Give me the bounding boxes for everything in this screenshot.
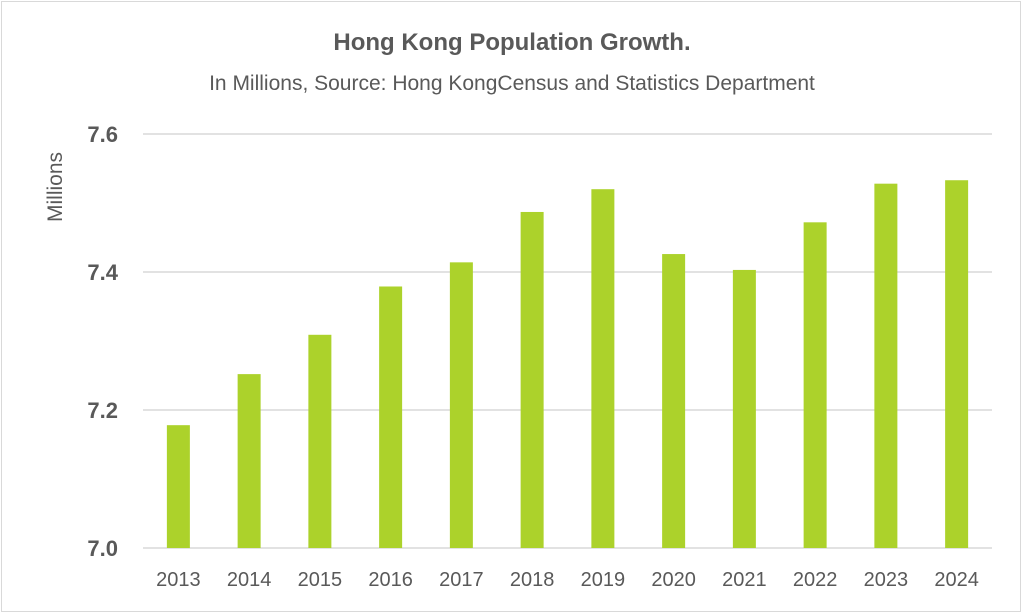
y-axis-label: Millions	[44, 152, 67, 222]
y-tick-label: 7.0	[87, 536, 118, 561]
bar-2022	[803, 222, 827, 548]
bar-2024	[945, 180, 969, 549]
x-tick-label: 2017	[439, 569, 484, 591]
bar-2015	[308, 334, 332, 548]
x-tick-label: 2015	[298, 569, 343, 591]
x-tick-label: 2023	[864, 569, 909, 591]
bar-2020	[662, 254, 686, 548]
x-tick-label: 2020	[651, 569, 696, 591]
x-tick-label: 2018	[510, 569, 555, 591]
bar-2019	[591, 189, 615, 548]
bar-2016	[379, 286, 403, 548]
chart-subtitle: In Millions, Source: Hong KongCensus and…	[209, 72, 815, 95]
chart-title: Hong Kong Population Growth.	[333, 29, 690, 56]
x-tick-label: 2019	[581, 569, 626, 591]
bar-2023	[874, 183, 898, 548]
x-tick-label: 2013	[156, 569, 201, 591]
bar-2013	[166, 425, 190, 548]
x-tick-label: 2014	[227, 569, 272, 591]
x-tick-label: 2016	[368, 569, 413, 591]
y-tick-label: 7.4	[87, 260, 118, 285]
y-tick-label: 7.2	[87, 398, 118, 423]
x-tick-label: 2022	[793, 569, 838, 591]
x-tick-label: 2024	[934, 569, 979, 591]
bar-2014	[237, 374, 261, 548]
bar-2017	[449, 262, 473, 548]
x-tick-label: 2021	[722, 569, 767, 591]
bar-2021	[732, 269, 756, 548]
y-tick-label: 7.6	[87, 122, 118, 147]
bar-2018	[520, 211, 544, 548]
